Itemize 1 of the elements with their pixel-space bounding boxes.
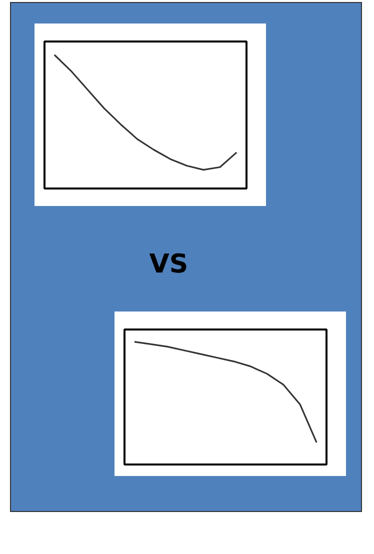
text: VS: [149, 249, 188, 280]
